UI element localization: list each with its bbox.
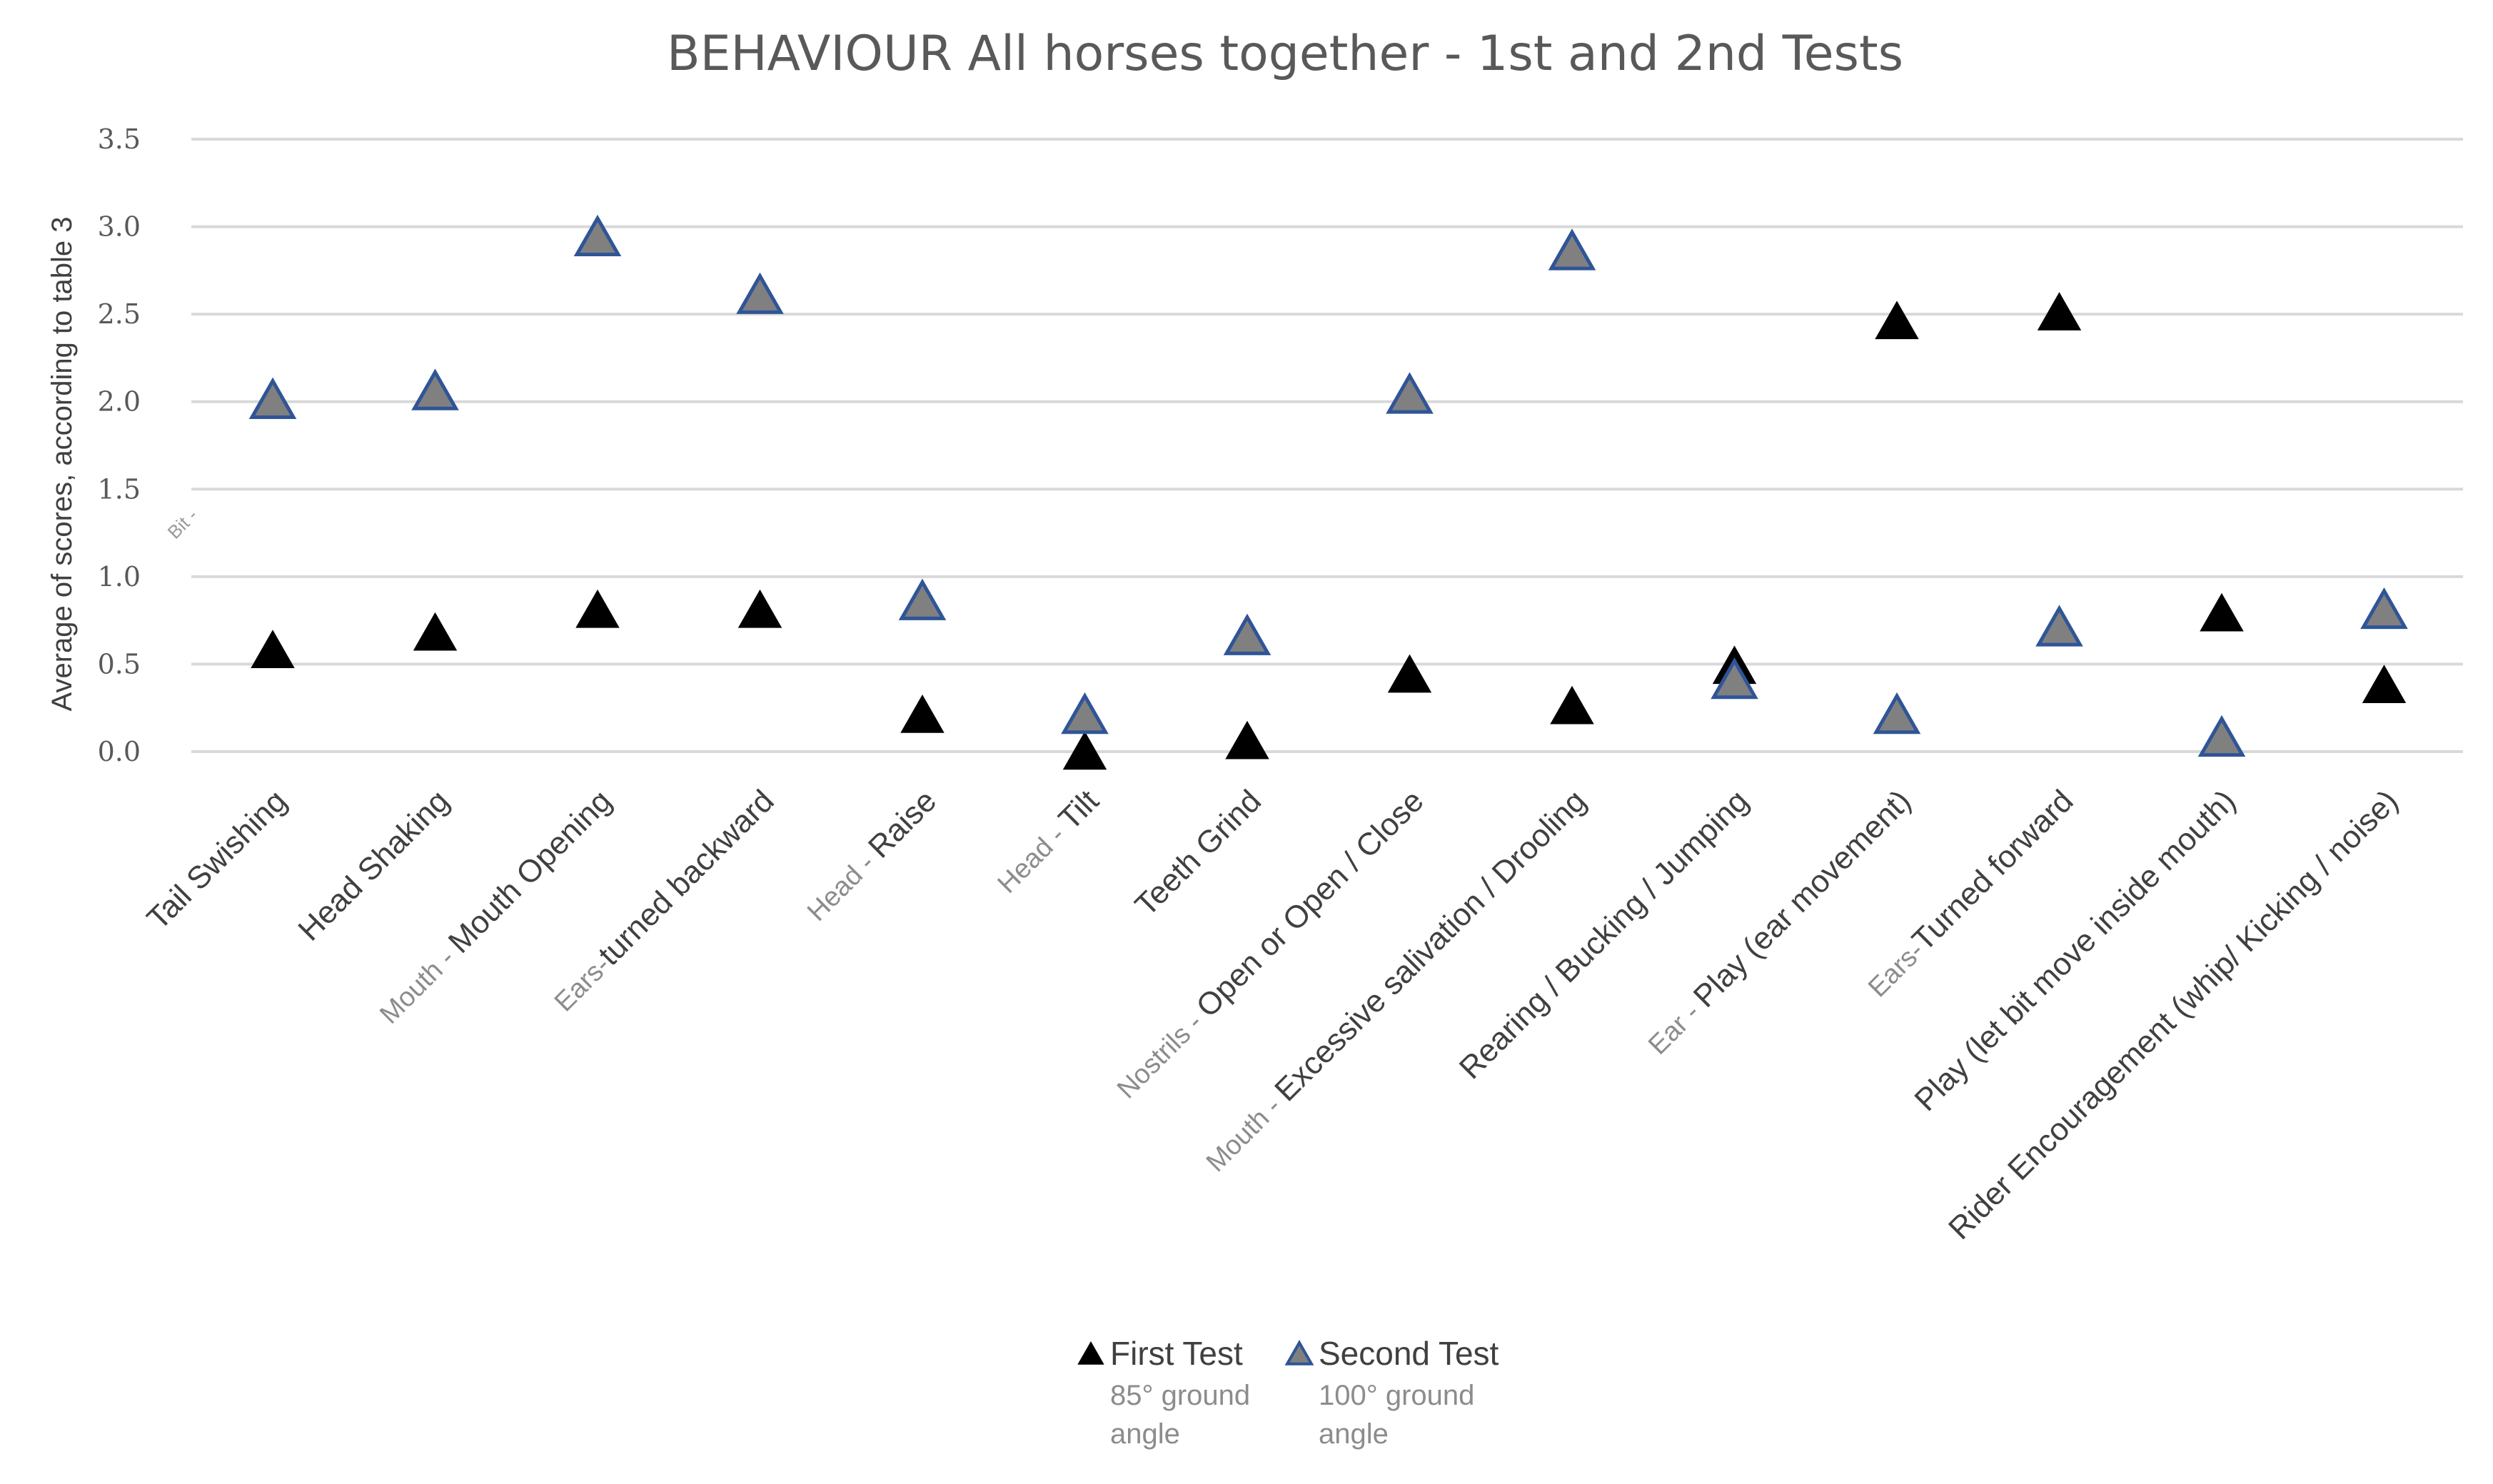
second-test-marker	[2197, 715, 2246, 757]
first-test-marker	[900, 694, 945, 733]
second-test-marker	[1873, 692, 1921, 735]
y-tick-label: 0.5	[98, 648, 141, 680]
second-test-marker	[1711, 657, 1758, 700]
data-markers	[248, 214, 2408, 770]
first-test-marker	[2200, 592, 2244, 632]
x-category-label: Nostrils - Open or Open / Close	[1109, 783, 1431, 1105]
first-test-marker	[2362, 665, 2407, 704]
second-test-marker	[1061, 692, 1109, 735]
x-category-label: Head - Tilt	[989, 783, 1105, 899]
first-test-marker	[737, 589, 782, 628]
y-tick-label: 1.0	[98, 561, 141, 592]
stray-label: Bit -	[163, 505, 202, 543]
y-tick-labels: 0.0 0.5 1.0 1.5 2.0 2.5 3.0 3.5	[98, 123, 141, 767]
x-category-label: Play (let bit move inside mouth)	[1908, 783, 2242, 1118]
second-test-marker	[411, 368, 459, 410]
second-test-marker	[248, 377, 297, 419]
y-tick-label: 0.0	[98, 736, 141, 767]
x-category-label: Head Shaking	[291, 783, 455, 947]
y-tick-label: 3.0	[98, 211, 141, 243]
first-test-marker	[1387, 654, 1432, 693]
first-test-marker	[1062, 731, 1107, 770]
legend-second-test-icon	[1284, 1339, 1314, 1366]
x-category-label: Rearing / Bucking / Jumping	[1453, 783, 1756, 1086]
chart-title: BEHAVIOUR All horses together - 1st and …	[667, 26, 1903, 82]
legend-first-test-icon	[1077, 1341, 1104, 1365]
x-category-label: Tail Swishing	[141, 783, 293, 936]
x-category-label: Head - Raise	[799, 783, 943, 927]
second-test-marker	[2360, 587, 2408, 630]
first-test-marker	[2037, 292, 2082, 330]
first-test-marker	[413, 612, 458, 651]
second-test-marker	[736, 272, 784, 314]
legend-series-note: 85° ground	[1110, 1380, 1250, 1411]
second-test-marker	[898, 578, 947, 620]
first-test-marker	[575, 589, 620, 628]
second-test-marker	[1223, 613, 1271, 655]
y-tick-label: 2.0	[98, 386, 141, 418]
legend: First Test 85° ground angle Second Test 100°…	[1077, 1335, 1499, 1450]
first-test-marker	[1225, 720, 1269, 759]
first-test-marker	[1875, 301, 1919, 340]
y-tick-label: 1.5	[98, 473, 141, 505]
first-test-marker	[1550, 685, 1594, 725]
second-test-marker	[1386, 372, 1434, 414]
gridlines	[191, 138, 2463, 753]
first-test-marker	[251, 630, 295, 669]
legend-series-note: angle	[1110, 1418, 1180, 1450]
y-tick-label: 3.5	[98, 123, 141, 155]
x-category-label: Ear - Play (ear movement)	[1640, 783, 1918, 1061]
second-test-marker	[1548, 228, 1596, 271]
legend-series-name: Second Test	[1319, 1335, 1499, 1372]
legend-series-note: angle	[1319, 1418, 1389, 1450]
second-test-marker	[573, 214, 622, 256]
legend-series-note: 100° ground	[1319, 1380, 1474, 1411]
y-tick-label: 2.5	[98, 298, 141, 330]
y-axis-label: Average of scores, according to table 3	[46, 216, 78, 711]
x-category-label: Teeth Grind	[1129, 783, 1268, 922]
legend-series-name: First Test	[1110, 1335, 1243, 1372]
second-test-marker	[2035, 605, 2083, 647]
